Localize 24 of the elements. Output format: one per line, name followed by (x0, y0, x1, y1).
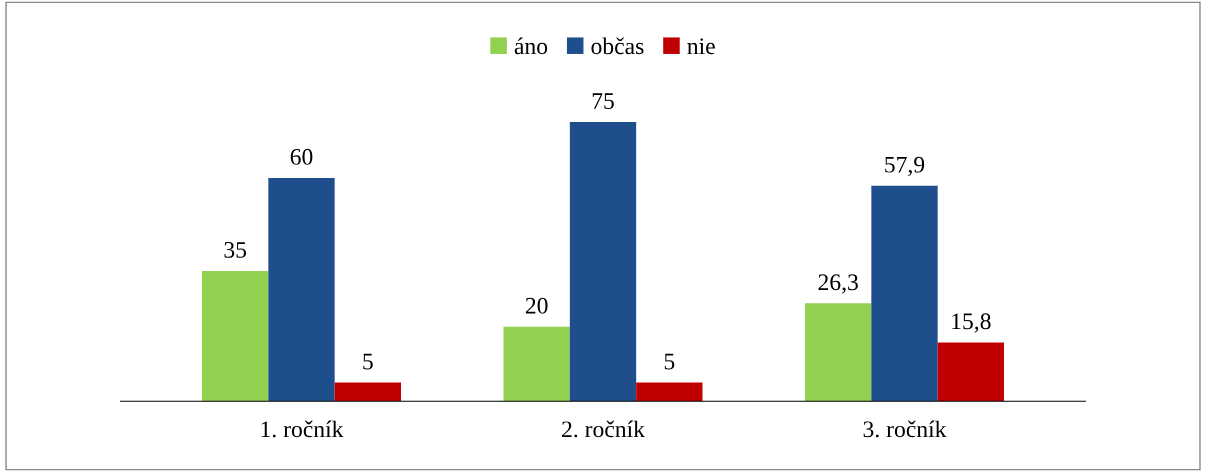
bar (871, 185, 938, 402)
data-label: 20 (525, 297, 548, 314)
data-label: 35 (224, 241, 247, 258)
bar (937, 342, 1004, 402)
x-tick-label: 2. ročník (562, 420, 645, 438)
bar (334, 382, 401, 402)
data-label: 60 (290, 148, 313, 165)
legend-label: nie (687, 38, 715, 55)
legend-label: občas (591, 37, 644, 55)
data-label: 57,9 (885, 156, 925, 177)
bar (503, 326, 570, 402)
bar (805, 303, 872, 402)
data-label: 75 (592, 93, 614, 109)
data-label: 26,3 (818, 274, 858, 294)
bar (268, 177, 335, 402)
bar (569, 122, 637, 402)
bar (202, 270, 269, 402)
data-label: 5 (363, 353, 373, 370)
x-tick-label: 1. ročník (261, 420, 344, 438)
data-label: 5 (664, 353, 675, 370)
legend-label: áno (514, 37, 548, 55)
bar (636, 382, 703, 402)
data-label: 15,8 (952, 313, 991, 333)
x-tick-label: 3. ročník (863, 420, 947, 438)
